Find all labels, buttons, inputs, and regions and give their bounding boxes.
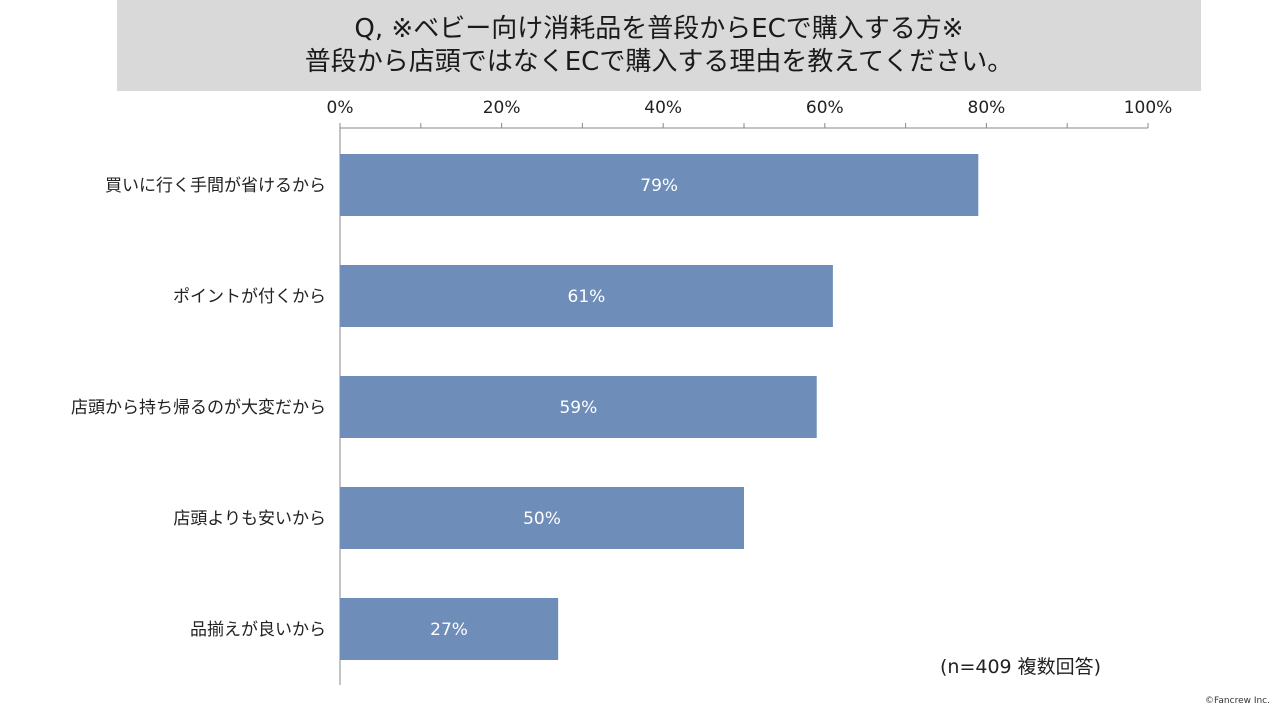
category-label: 品揃えが良いから (190, 620, 326, 640)
x-tick-label: 60% (806, 98, 844, 118)
bar (340, 265, 833, 327)
bar (340, 487, 744, 549)
bar-layer: 79% 買いに行く手間が省けるから 61% ポイントが付くから 59% 店頭から持ち帰るの… (71, 154, 979, 660)
bar-value-label: 27% (430, 620, 468, 640)
x-tick-label: 0% (327, 98, 354, 118)
bar-value-label: 50% (523, 509, 561, 529)
copyright-text: ©Fancrew Inc. (1205, 696, 1270, 706)
x-tick-label: 20% (483, 98, 521, 118)
category-label: 買いに行く手間が省けるから (105, 176, 326, 196)
sample-size-note: (n=409 複数回答) (940, 656, 1102, 678)
x-tick-label: 100% (1124, 98, 1173, 118)
bar (340, 598, 559, 660)
category-label: ポイントが付くから (173, 287, 326, 307)
category-label: 店頭よりも安いから (173, 509, 326, 529)
bar-value-label: 79% (640, 176, 678, 196)
bar-value-label: 61% (568, 287, 606, 307)
bar (340, 376, 817, 438)
category-label: 店頭から持ち帰るのが大変だから (71, 398, 326, 418)
question-title-line-1: Q, ※ベビー向け消耗品を普段からECで購入する方※ (354, 13, 964, 44)
question-title: Q, ※ベビー向け消耗品を普段からECで購入する方※ 普段から店頭ではなくECで… (117, 0, 1201, 91)
x-tick-label: 80% (968, 98, 1006, 118)
bar-value-label: 59% (559, 398, 597, 418)
question-title-line-2: 普段から店頭ではなくECで購入する理由を教えてください。 (304, 46, 1014, 77)
x-tick-label: 40% (644, 98, 682, 118)
bar (340, 154, 979, 216)
axis-layer: 0% 20% 40% 60% 80% 100% (327, 98, 1173, 685)
